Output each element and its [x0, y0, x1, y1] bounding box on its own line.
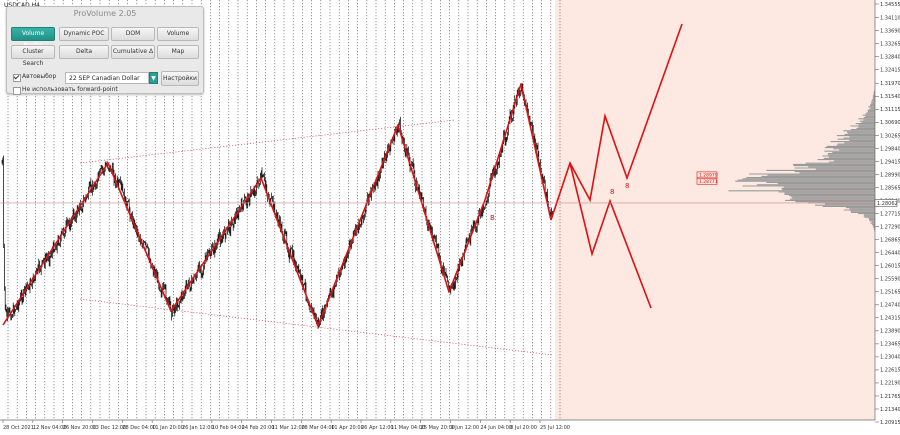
price-axis: 1.34555 1.34110 1.33690 1.33265 1.32840 1.324… [875, 2, 900, 426]
time-tick-label: 11 Apr 20:00 [331, 425, 364, 431]
current-price-box [874, 199, 898, 207]
price-tick-label: 1.30265 [880, 133, 900, 139]
time-tick-label: 24 Feb 20:00 [242, 425, 275, 431]
price-tick-label: 1.29415 [880, 159, 900, 165]
price-tick-label: 1.23040 [880, 355, 900, 361]
price-tick-label: 1.25165 [880, 290, 900, 296]
price-tick-label: 1.23465 [880, 342, 900, 348]
trend-channel [79, 119, 554, 356]
forecast-bull-path [550, 23, 683, 221]
chevron-down-icon[interactable]: ▼ [149, 72, 158, 84]
price-tick-label: 1.33690 [880, 28, 900, 34]
price-tick-label: 1.27290 [880, 224, 900, 230]
forward-point-label: Не использовать forward-point [22, 86, 118, 93]
price-tick-label: 1.34555 [880, 2, 900, 8]
price-tick-label: 1.30690 [880, 120, 900, 126]
channel-lower-line [79, 298, 554, 356]
dynamic-poc-button[interactable]: Dynamic POC [59, 27, 109, 41]
wave-label: B [490, 214, 495, 222]
price-tick-label: 1.28565 [880, 185, 900, 191]
chart-symbol-title: USDCAD,H4 [4, 2, 40, 9]
time-tick-label: 26 Jan 12:00 [182, 425, 214, 431]
volume-button[interactable]: Volume [157, 27, 199, 41]
time-tick-label: 25 May 20:00 [421, 425, 455, 431]
map-button[interactable]: Map [157, 45, 199, 59]
panel-title: ProVolume 2.05 [73, 9, 137, 18]
forecast-shade [555, 0, 875, 420]
time-tick-label: 28 Dec 04:00 [122, 425, 156, 431]
profile-level-box [696, 177, 718, 185]
time-tick-label: 10 Feb 04:00 [212, 425, 245, 431]
price-tick-label: 1.31540 [880, 94, 900, 100]
time-tick-label: 9 Jun 12:00 [451, 425, 480, 431]
price-tick-label: 1.21340 [880, 407, 900, 413]
time-tick-label: 25 Jul 12:00 [540, 425, 570, 431]
cumulative-delta-button[interactable]: Cumulative Δ [111, 45, 155, 59]
provolume-panel: ProVolume 2.05 Volume Profile Dynamic PO… [6, 6, 204, 95]
volume-profile [728, 89, 875, 233]
wave-zigzag [2, 83, 552, 327]
price-tick-label: 1.23890 [880, 329, 900, 335]
price-tick-label: 1.34110 [880, 15, 900, 21]
price-tick-label: 1.22190 [880, 381, 900, 387]
delta-button[interactable]: Delta [59, 45, 109, 59]
profile-level-label: 1.28771 [699, 179, 718, 185]
settings-button[interactable]: Настройки [161, 71, 199, 86]
forward-point-checkbox[interactable] [13, 87, 21, 95]
price-tick-label: 1.24740 [880, 303, 900, 309]
time-tick-label: 28 Mar 04:00 [301, 425, 334, 431]
price-tick-label: 1.32415 [880, 67, 900, 73]
price-tick-label: 1.22615 [880, 368, 900, 374]
forecast-bear-path [569, 162, 652, 309]
dom-button[interactable]: DOM [111, 27, 155, 41]
price-tick-label: 1.32840 [880, 54, 900, 60]
profile-level-label: 1.28979 [699, 172, 718, 178]
time-tick-label: 11 May 04:00 [391, 425, 425, 431]
cluster-search-button[interactable]: Cluster Search [11, 45, 55, 67]
price-tick-label: 1.29840 [880, 146, 900, 152]
price-tick-label: 1.25590 [880, 277, 900, 283]
time-tick-label: 11 Jan 20:00 [152, 425, 184, 431]
time-tick-label: 8 Jul 20:00 [510, 425, 537, 431]
auto-select-label: Автовыбор [22, 73, 57, 80]
price-tick-label: 1.33265 [880, 41, 900, 47]
time-tick-label: 24 Jun 04:00 [480, 425, 512, 431]
price-tick-label: 1.26015 [880, 264, 900, 270]
price-tick-label: 1.26440 [880, 250, 900, 256]
price-tick-label: 1.31115 [880, 107, 900, 113]
wave-labels: B 8 8 [490, 182, 629, 222]
time-tick-label: 11 Mar 12:00 [272, 425, 305, 431]
price-tick-label: 1.24315 [880, 316, 900, 322]
price-tick-label: 1.31970 [880, 81, 900, 87]
time-tick-label: 12 Nov 04:00 [33, 425, 67, 431]
price-tick-label: 1.21765 [880, 394, 900, 400]
current-price-label: 1.28062 [877, 201, 898, 207]
volume-profile-button[interactable]: Volume Profile [11, 27, 55, 49]
auto-select-checkbox[interactable] [13, 74, 21, 82]
time-tick-label: 26 Nov 20:00 [63, 425, 97, 431]
wave-label: 8 [610, 188, 614, 196]
time-tick-label: 28 Oct 2021 [3, 425, 34, 431]
time-tick-label: 26 Apr 12:00 [361, 425, 394, 431]
price-tick-label: 1.26865 [880, 237, 900, 243]
price-tick-label: 1.27715 [880, 211, 900, 217]
price-tick-label: 1.28990 [880, 172, 900, 178]
time-tick-label: 13 Dec 12:00 [93, 425, 127, 431]
instrument-select[interactable]: 22 SEP Canadian Dollar [65, 72, 149, 84]
wave-forecast [550, 23, 683, 309]
price-tick-label: 1.20915 [880, 420, 900, 426]
wave-label: 8 [625, 182, 629, 190]
wave-zigzag-line [2, 83, 552, 327]
profile-level-box [696, 171, 718, 179]
